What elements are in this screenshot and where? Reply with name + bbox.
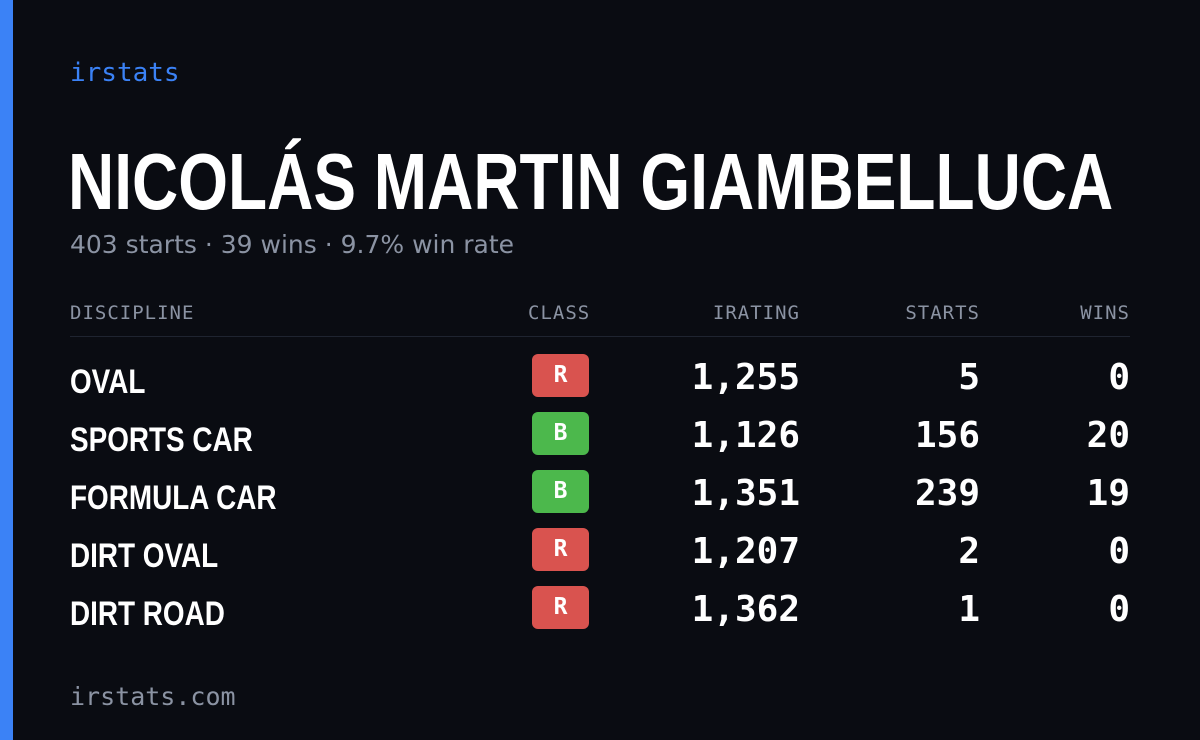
class-badge: R bbox=[532, 586, 589, 629]
wins-value: 0 bbox=[1108, 531, 1130, 572]
discipline-name: SPORTS CAR bbox=[70, 421, 253, 459]
brand-logo: irstats bbox=[70, 58, 180, 88]
class-badge: R bbox=[532, 354, 589, 397]
irating-value: 1,362 bbox=[691, 589, 800, 630]
discipline-name: FORMULA CAR bbox=[70, 479, 277, 517]
starts-value: 5 bbox=[958, 357, 980, 398]
starts-value: 1 bbox=[958, 589, 980, 630]
table-row: SPORTS CAR B 1,126 156 20 bbox=[70, 412, 1130, 470]
footer-url: irstats.com bbox=[70, 682, 236, 711]
wins-value: 19 bbox=[1086, 473, 1130, 514]
driver-summary: 403 starts · 39 wins · 9.7% win rate bbox=[70, 230, 515, 259]
discipline-name: DIRT OVAL bbox=[70, 537, 219, 575]
header-starts: STARTS bbox=[905, 302, 980, 324]
table-row: FORMULA CAR B 1,351 239 19 bbox=[70, 470, 1130, 528]
table-row: DIRT OVAL R 1,207 2 0 bbox=[70, 528, 1130, 586]
class-badge: B bbox=[532, 412, 589, 455]
class-badge: B bbox=[532, 470, 589, 513]
header-class: CLASS bbox=[528, 302, 591, 324]
stats-table-header: DISCIPLINE CLASS IRATING STARTS WINS bbox=[70, 300, 1130, 337]
header-wins: WINS bbox=[1080, 302, 1130, 324]
table-row: OVAL R 1,255 5 0 bbox=[70, 354, 1130, 412]
starts-value: 2 bbox=[958, 531, 980, 572]
starts-value: 239 bbox=[914, 473, 980, 514]
header-irating: IRATING bbox=[712, 302, 800, 324]
table-row: DIRT ROAD R 1,362 1 0 bbox=[70, 586, 1130, 644]
irating-value: 1,207 bbox=[691, 531, 800, 572]
wins-value: 20 bbox=[1086, 415, 1130, 456]
class-badge: R bbox=[532, 528, 589, 571]
wins-value: 0 bbox=[1108, 589, 1130, 630]
starts-value: 156 bbox=[914, 415, 980, 456]
accent-bar bbox=[0, 0, 13, 740]
irating-value: 1,126 bbox=[691, 415, 800, 456]
header-discipline: DISCIPLINE bbox=[70, 302, 195, 324]
wins-value: 0 bbox=[1108, 357, 1130, 398]
discipline-name: OVAL bbox=[70, 363, 146, 401]
discipline-name: DIRT ROAD bbox=[70, 595, 225, 633]
irating-value: 1,255 bbox=[691, 357, 800, 398]
irating-value: 1,351 bbox=[691, 473, 800, 514]
driver-name: NICOLÁS MARTIN GIAMBELLUCA bbox=[68, 137, 1114, 226]
